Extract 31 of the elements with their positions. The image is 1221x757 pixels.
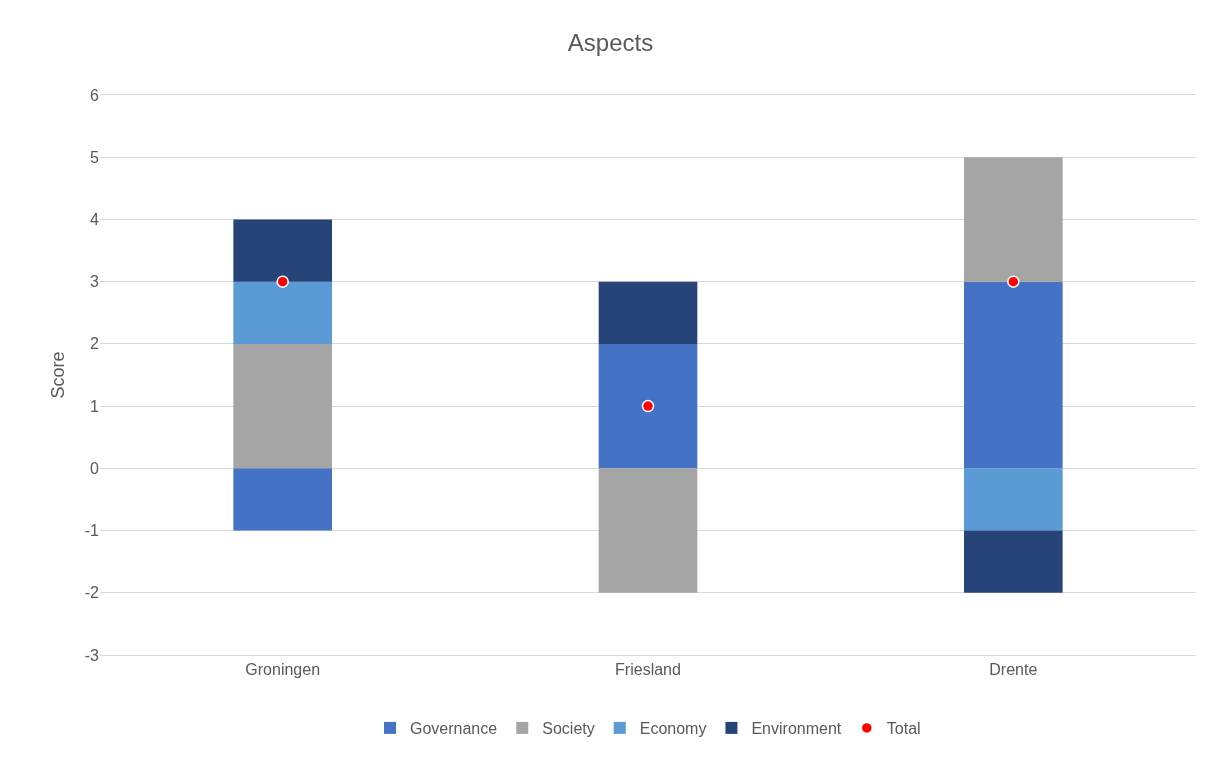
legend-label: Governance — [410, 720, 498, 738]
x-tick-label: Friesland — [615, 661, 681, 679]
chart-title: Aspects — [567, 28, 654, 56]
bar — [598, 343, 698, 469]
y-tick-label: 0 — [90, 459, 100, 477]
x-tick-label: Drente — [989, 661, 1038, 679]
bar — [233, 468, 332, 531]
bar — [964, 157, 1063, 282]
bar — [598, 281, 698, 344]
bar — [598, 468, 698, 593]
y-tick-label: 1 — [90, 397, 100, 415]
y-tick-label: -1 — [84, 522, 100, 540]
y-tick-label: -3 — [84, 646, 100, 664]
y-tick-label: 5 — [90, 148, 100, 166]
legend-label: Economy — [639, 720, 707, 738]
legend-label: Total — [886, 720, 921, 738]
bar — [233, 281, 332, 344]
bar — [233, 343, 332, 469]
y-tick-label: 4 — [90, 211, 100, 229]
legend-label: Environment — [751, 720, 842, 738]
y-tick-label: 2 — [90, 335, 100, 353]
x-tick-label: Groningen — [245, 661, 321, 679]
y-tick-label: -2 — [84, 584, 100, 602]
bar — [233, 219, 332, 282]
bar — [964, 468, 1063, 531]
y-tick-label: 6 — [90, 86, 100, 104]
legend-label: Society — [542, 720, 595, 738]
bar — [964, 530, 1063, 593]
y-tick-label: 3 — [90, 273, 100, 291]
y-axis-title: Score — [47, 351, 68, 399]
bar — [964, 281, 1063, 469]
